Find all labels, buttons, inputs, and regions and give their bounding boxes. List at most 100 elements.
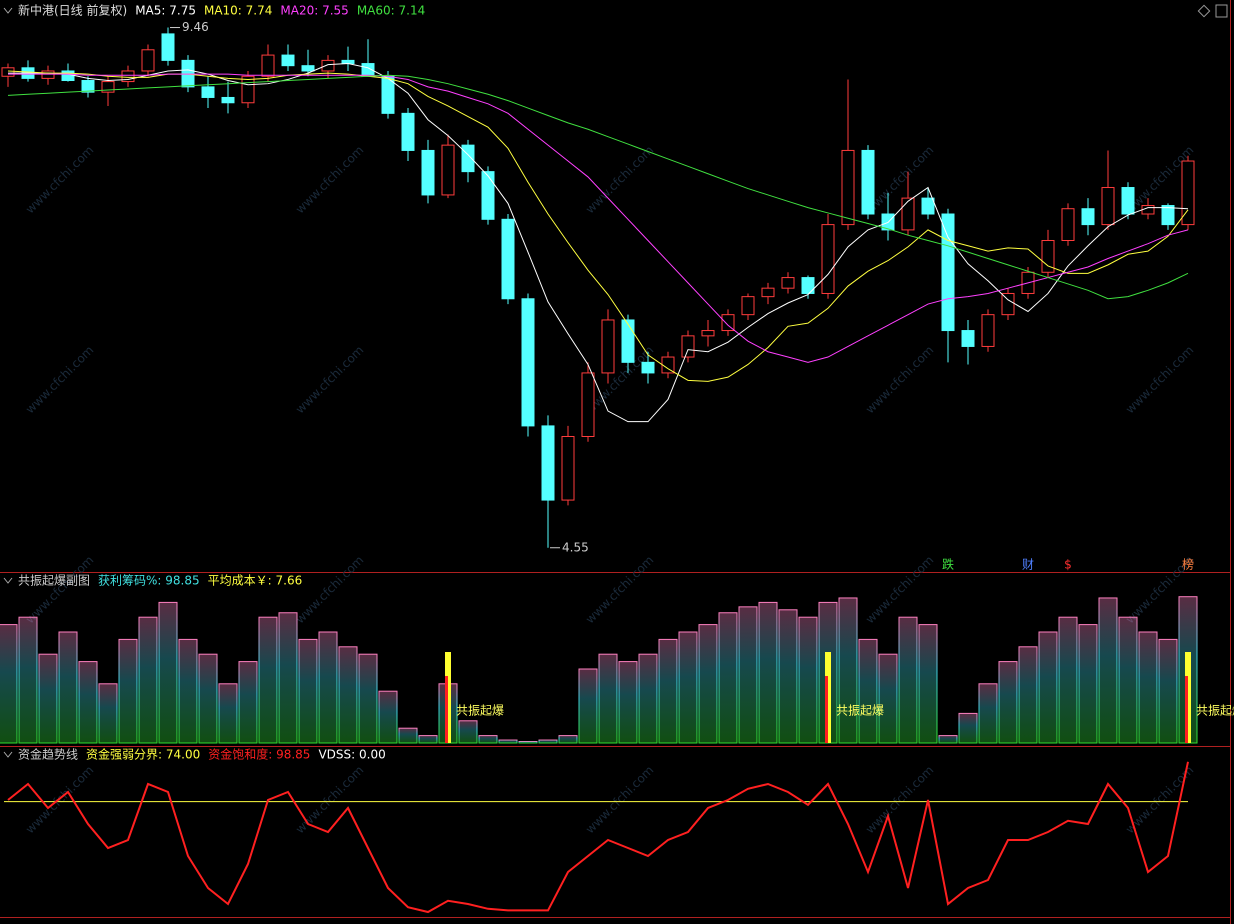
candle-body (401, 112, 415, 151)
event-marker: 榜 (1182, 557, 1194, 572)
candle-body (641, 361, 655, 374)
candle-body (761, 287, 775, 298)
bar (1158, 638, 1178, 744)
bar (458, 720, 478, 744)
trend-line (7, 761, 1189, 914)
bar (878, 653, 898, 744)
candle-body (561, 436, 575, 501)
bar (498, 739, 518, 744)
bar (18, 616, 38, 744)
candle-body (541, 425, 555, 501)
bar (1098, 597, 1118, 744)
event-marker: 跌 (942, 557, 954, 572)
bar (338, 646, 358, 744)
bar (758, 601, 778, 744)
candle-body (1, 67, 15, 77)
candle-body (801, 277, 815, 294)
candle-body (721, 314, 735, 332)
bar (998, 661, 1018, 744)
candle-body (941, 213, 955, 332)
candle-body (1061, 208, 1075, 241)
bar (378, 690, 398, 744)
candle-body (81, 80, 95, 93)
bar (678, 631, 698, 744)
bar (918, 624, 938, 744)
bar (98, 683, 118, 744)
bar (598, 653, 618, 744)
legend-label: MA20: 7.55 (280, 4, 348, 18)
bar (698, 624, 718, 744)
legend-label: 资金饱和度: 98.85 (208, 747, 310, 762)
legend-label: VDSS: 0.00 (318, 748, 385, 762)
candle-body (921, 197, 935, 215)
bar (638, 653, 658, 744)
candle-body (181, 59, 195, 88)
candle-body (461, 144, 475, 173)
candle-body (241, 75, 255, 104)
legend-label: 新中港(日线 前复权) (18, 3, 127, 18)
legend-label: 共振起爆副图 (18, 574, 90, 588)
candle-body (1001, 292, 1015, 316)
icon-window[interactable] (1215, 4, 1228, 18)
bar (0, 624, 18, 744)
candle-body (1041, 239, 1055, 273)
candle-body (701, 330, 715, 337)
bar (58, 631, 78, 744)
bar (898, 616, 918, 744)
ma-line (8, 63, 1189, 423)
bar (838, 597, 858, 744)
candle-body (661, 356, 675, 374)
candle-body (161, 33, 175, 61)
bar (718, 612, 738, 744)
candle-body (741, 296, 755, 316)
signal-core (445, 676, 448, 743)
icon-diamond[interactable] (1197, 4, 1211, 18)
signal-label: 共振起爆 (456, 704, 504, 718)
bar (1118, 616, 1138, 744)
bar (578, 668, 598, 744)
bar (658, 638, 678, 744)
event-marker: 财 (1022, 558, 1034, 572)
candle-body (121, 70, 135, 83)
legend-label: 平均成本￥: 7.66 (208, 574, 303, 588)
bar (318, 631, 338, 744)
bar (158, 601, 178, 744)
bar (298, 638, 318, 744)
ma-line (8, 73, 1189, 363)
legend-label: MA60: 7.14 (357, 4, 425, 18)
candle-body (1101, 187, 1115, 226)
bar (198, 653, 218, 744)
max-label: 9.46 (182, 20, 209, 34)
bar (798, 616, 818, 744)
candle-body (861, 149, 875, 215)
bar (118, 638, 138, 744)
candle-body (521, 298, 535, 427)
bar (238, 661, 258, 744)
bar (398, 727, 418, 744)
collapse-icon (3, 751, 13, 758)
bar (1078, 624, 1098, 744)
candle-body (41, 70, 55, 79)
legend-label: MA10: 7.74 (204, 4, 272, 18)
bar (558, 735, 578, 744)
candle-body (321, 59, 335, 72)
bar (138, 616, 158, 744)
bar (258, 616, 278, 744)
bar (1038, 631, 1058, 744)
bar (38, 653, 58, 744)
min-label: 4.55 (562, 540, 589, 554)
bar (418, 735, 438, 744)
legend-label: 资金强弱分界: 74.00 (86, 747, 200, 762)
bar (178, 638, 198, 744)
collapse-icon (3, 7, 13, 14)
bar (618, 661, 638, 744)
candle-body (1121, 187, 1135, 215)
candle-body (981, 314, 995, 347)
bar (278, 612, 298, 744)
ma-line (7, 74, 1189, 300)
candle-body (501, 218, 515, 300)
bar (218, 683, 238, 744)
candle-body (301, 65, 315, 72)
